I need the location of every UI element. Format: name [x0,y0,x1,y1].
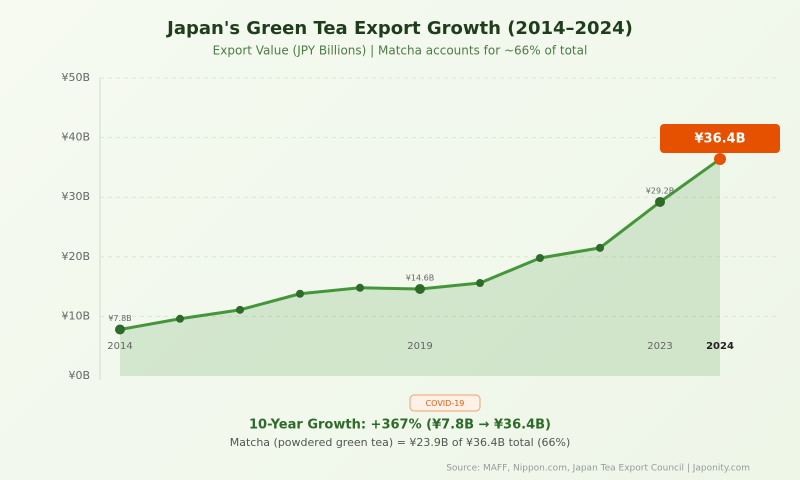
data-point [296,289,304,298]
value-label: ¥14.6B [406,273,434,282]
annotation-box [409,394,481,412]
y-tick-label: ¥0B [68,369,90,382]
data-point [536,253,544,262]
y-tick-label: ¥40B [61,131,90,144]
x-tick-label: 2014 [107,341,132,352]
y-tick-label: ¥10B [61,309,90,322]
chart-title: Japan's Green Tea Export Growth (2014–20… [165,18,633,39]
x-tick-label: 2023 [647,341,672,352]
data-point [476,279,484,288]
data-point [176,314,184,323]
annotation: COVID-19 [426,399,465,408]
growth-text: 10-Year Growth: +367% (¥7.8B → ¥36.4B) [249,418,551,433]
x-tick-label: 2024 [706,341,734,352]
y-tick-label: ¥20B [61,250,90,263]
data-point [596,243,604,252]
note-text: Matcha (powdered green tea) = ¥23.9B of … [230,436,571,449]
data-point [415,283,425,294]
y-tick-label: ¥30B [61,190,90,203]
data-point [115,324,125,335]
y-tick-label: ¥50B [61,71,90,84]
area [120,159,720,376]
data-point [356,283,364,292]
data-point [236,305,244,314]
chart-subtitle: Export Value (JPY Billions) | Matcha acc… [213,44,588,58]
highlight-badge [660,124,780,154]
value-label: ¥36.4B [694,132,745,147]
data-point [655,196,665,207]
data-point [714,153,726,166]
value-label: ¥29.2B [646,186,674,195]
x-tick-label: 2019 [407,341,432,352]
value-label: ¥7.8B [108,314,131,323]
source-text: Source: MAFF, Nippon.com, Japan Tea Expo… [446,464,750,474]
